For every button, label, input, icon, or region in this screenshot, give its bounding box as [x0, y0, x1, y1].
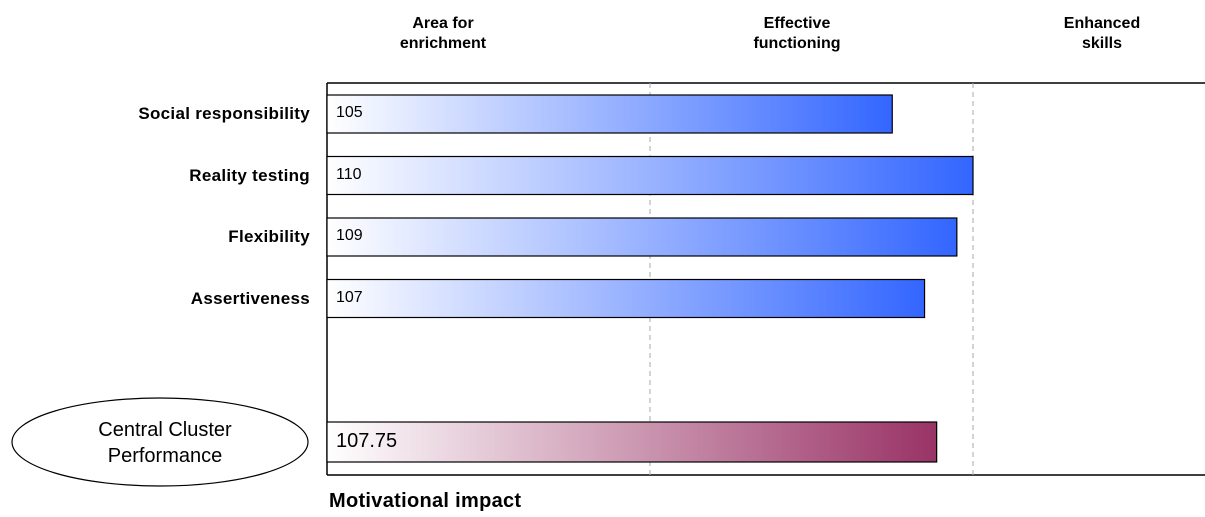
- summary-bar: [326, 421, 938, 463]
- bar-value-label: 105: [336, 104, 363, 121]
- category-label: Flexibility: [228, 227, 310, 246]
- summary-value-label: 107.75: [336, 430, 398, 452]
- column-header-enhanced-skills: Enhanced skills: [1063, 15, 1141, 52]
- column-header-area-for-enrichment: Area for enrichment: [399, 15, 487, 52]
- category-label: Reality testing: [189, 165, 310, 185]
- bar-value-label: 109: [336, 227, 363, 244]
- footer-title: Motivational impact: [329, 490, 522, 512]
- bar-1: [326, 155, 974, 196]
- bar-0: [326, 94, 893, 134]
- column-header-effective-functioning: Effective functioning: [753, 15, 841, 52]
- category-label: Assertiveness: [190, 288, 310, 308]
- category-label: Social responsibility: [138, 104, 310, 123]
- bar-2: [326, 217, 958, 257]
- bar-value-label: 107: [336, 288, 363, 306]
- bar-value-label: 110: [336, 165, 362, 183]
- bar-3: [326, 278, 926, 319]
- central-cluster-label: Central Cluster Performance: [98, 419, 232, 467]
- cluster-ellipse: [11, 397, 309, 487]
